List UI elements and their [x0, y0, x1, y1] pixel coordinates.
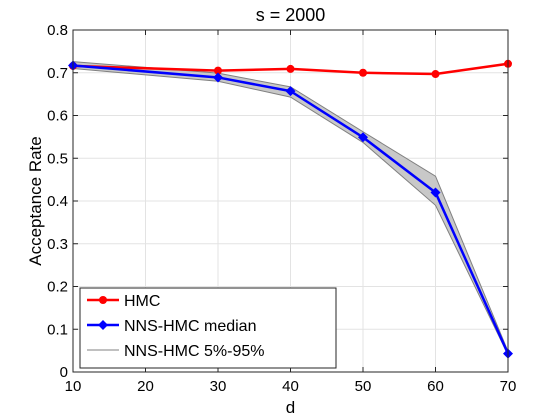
- x-tick-label: 60: [427, 378, 444, 395]
- y-tick-label: 0.5: [47, 150, 68, 167]
- band-upper-line: [72, 61, 509, 352]
- chart-title: s = 2000: [256, 5, 326, 25]
- legend-hmc-label: HMC: [124, 293, 160, 310]
- hmc-point: [359, 68, 367, 77]
- nns-hmc-median-point: [285, 86, 296, 97]
- legend-band-label: NNS-HMC 5%-95%: [124, 343, 264, 360]
- nns-hmc-median-point: [358, 132, 368, 143]
- x-tick-label: 30: [210, 378, 227, 395]
- nns-hmc-median-point: [213, 72, 223, 83]
- hmc-point: [431, 70, 440, 79]
- band-layer: [72, 61, 509, 356]
- y-tick-label: 0.2: [47, 279, 68, 296]
- legend-hmc-marker: [99, 296, 107, 304]
- y-tick-label: 0.8: [47, 22, 68, 39]
- x-tick-label: 20: [137, 378, 154, 395]
- y-tick-label: 0.1: [47, 321, 68, 338]
- x-tick-label: 50: [355, 378, 372, 395]
- axis-ticks: [72, 29, 509, 373]
- x-tick-label: 40: [282, 378, 299, 395]
- tick-labels: 10 20 30 40 50 60 70 0 0.1 0.2 0.3 0.4 0.5 0.6 0.7 0.8: [47, 22, 516, 395]
- hmc-line: [72, 62, 509, 76]
- x-tick-label: 10: [65, 378, 82, 395]
- series-layer: [68, 59, 513, 359]
- y-tick-label: 0.4: [47, 193, 68, 210]
- x-axis-title: d: [286, 398, 295, 417]
- nns-hmc-median-line: [72, 64, 510, 355]
- nns-hmc-median-point: [430, 187, 441, 198]
- legend-median-marker: [98, 320, 108, 330]
- x-tick-label: 70: [500, 378, 517, 395]
- y-tick-label: 0.6: [47, 108, 68, 125]
- hmc-point: [214, 66, 222, 75]
- y-tick-label: 0: [60, 364, 68, 381]
- legend-box: [79, 287, 337, 369]
- legend-median-label: NNS-HMC median: [124, 318, 256, 335]
- y-tick-label: 0.7: [47, 65, 68, 82]
- hmc-point: [286, 64, 295, 73]
- y-tick-label: 0.3: [47, 236, 68, 253]
- y-axis-title: Acceptance Rate: [26, 136, 45, 265]
- legend: HMC NNS-HMC median NNS-HMC 5%-95%: [79, 287, 337, 369]
- band-lower-line: [72, 67, 509, 356]
